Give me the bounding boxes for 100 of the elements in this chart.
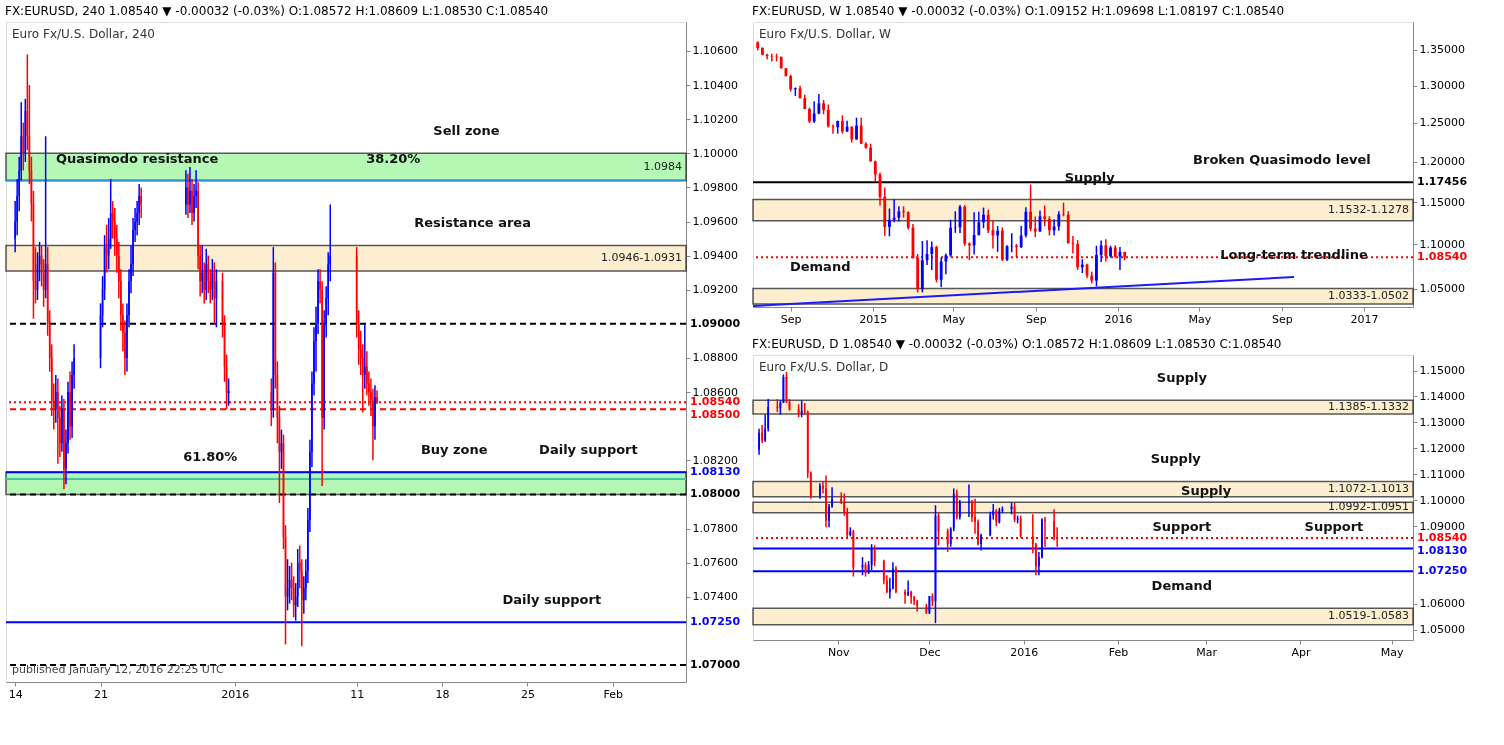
annotation: Support	[1304, 518, 1364, 534]
y-tick-label: 1.10400	[692, 78, 738, 92]
y-tick-label: 1.07400	[692, 590, 738, 604]
annotation: 38.20%	[366, 150, 421, 166]
y-tick-label: 1.12000	[1419, 441, 1465, 455]
candlestick	[227, 377, 231, 407]
y-tick-label: 1.09600	[692, 215, 738, 229]
ref-line-label: 1.07250	[1417, 564, 1468, 578]
y-tick-label: 1.07800	[692, 522, 738, 536]
candlestick	[968, 483, 970, 518]
y-tick-label: 1.10000	[1419, 493, 1465, 507]
candlestick	[888, 207, 891, 238]
candlestick	[982, 206, 985, 229]
ref-line-label: 1.08500	[690, 408, 741, 422]
annotation: Supply	[1156, 370, 1208, 386]
annotation: Broken Quasimodo level	[1193, 152, 1371, 168]
y-tick-label: 1.05000	[1419, 623, 1465, 637]
candlestick	[958, 499, 961, 521]
y-tick-label: 1.10200	[692, 112, 738, 126]
candlestick	[1062, 201, 1065, 218]
candlestick	[998, 507, 1001, 525]
ref-line-label: 1.07000	[690, 657, 741, 671]
x-tick-label: May	[1380, 645, 1405, 659]
y-tick-label: 1.07600	[692, 556, 738, 570]
candlestick	[1043, 204, 1047, 227]
annotation: Support	[1152, 518, 1212, 534]
annotation: Demand	[1151, 578, 1213, 594]
candlestick	[869, 142, 873, 163]
candlestick	[972, 211, 976, 256]
candlestick	[808, 106, 811, 124]
y-tick-label: 1.09800	[692, 180, 738, 194]
y-tick-label: 1.30000	[1419, 79, 1465, 93]
y-tick-label: 1.08800	[692, 351, 738, 365]
candlestick	[996, 225, 1000, 253]
annotation: Daily support	[539, 442, 638, 458]
y-tick-label: 1.08200	[692, 453, 738, 467]
x-tick-label: Sep	[1026, 312, 1047, 326]
candlestick	[895, 565, 897, 595]
candlestick	[831, 123, 835, 135]
annotation: Buy zone	[420, 442, 488, 458]
candlestick	[1099, 239, 1103, 263]
chart-title: FX:EURUSD, 240 1.08540 ▼ -0.00032 (-0.03%) O:1.08572 H:1.08609 L:1.08530 C:1.08540	[5, 4, 549, 18]
y-tick-label: 1.35000	[1419, 43, 1465, 57]
annotation: Supply	[1181, 482, 1232, 498]
x-tick-label: Mar	[1196, 645, 1218, 659]
y-tick-label: 1.14000	[1419, 389, 1465, 403]
candlestick	[902, 205, 905, 219]
candlestick	[1019, 225, 1023, 249]
annotation: Sell zone	[433, 123, 500, 139]
ref-line-label: 1.08000	[690, 487, 741, 501]
y-tick-label: 1.06000	[1419, 597, 1465, 611]
candlestick	[930, 240, 934, 271]
band-label: 1.1385-1.1332	[1328, 400, 1409, 414]
candlestick	[1033, 215, 1037, 238]
y-tick-label: 1.10000	[1419, 237, 1465, 251]
band-label: 1.1072-1.1013	[1328, 482, 1409, 496]
x-tick-label: Feb	[1108, 645, 1129, 659]
x-tick-label: Feb	[603, 687, 624, 701]
ref-line-label: 1.08540	[690, 395, 741, 409]
chart-title: FX:EURUSD, W 1.08540 ▼ -0.00032 (-0.03%) O:1.09152 H:1.09698 L:1.08197 C:1.08540	[752, 4, 1285, 18]
y-tick-label: 1.11000	[1419, 467, 1465, 481]
candlestick	[1071, 235, 1075, 255]
x-tick-label: Nov	[827, 645, 850, 659]
candlestick	[797, 403, 800, 418]
y-tick-label: 1.10600	[692, 44, 738, 58]
candlestick	[758, 428, 760, 456]
annotation: Supply	[1150, 451, 1202, 467]
candlestick	[761, 424, 764, 444]
ref-line-label: 1.17456	[1417, 175, 1468, 189]
ref-line-label: 1.08540	[1417, 250, 1468, 264]
candlestick	[892, 198, 896, 224]
annotation: 61.80%	[183, 449, 238, 465]
chart-subtitle: Euro Fx/U.S. Dollar, D	[759, 360, 889, 374]
y-tick-label: 1.05000	[1419, 282, 1465, 296]
x-tick-label: 2017	[1350, 312, 1379, 326]
annotation: Long-term trendline	[1220, 247, 1369, 263]
y-tick-label: 1.09200	[692, 283, 738, 297]
y-tick-label: 1.25000	[1419, 116, 1465, 130]
candlestick	[1047, 215, 1051, 237]
candlestick	[1029, 183, 1032, 232]
candlestick	[928, 595, 931, 615]
candlestick	[822, 99, 825, 115]
candlestick	[840, 114, 844, 135]
x-tick-label: 25	[520, 687, 535, 701]
y-tick-label: 1.15000	[1419, 364, 1465, 378]
candlestick	[1076, 239, 1080, 271]
x-tick-label: 2016	[221, 687, 250, 701]
candlestick	[944, 252, 948, 276]
y-tick-label: 1.10000	[692, 146, 738, 160]
candlestick	[955, 488, 958, 521]
candlestick	[825, 474, 827, 529]
chart-subtitle: Euro Fx/U.S. Dollar, 240	[12, 27, 155, 41]
x-tick-label: 18	[435, 687, 450, 701]
candlestick	[904, 588, 906, 605]
candlestick	[995, 508, 998, 527]
ref-line-label: 1.08130	[690, 465, 741, 479]
candlestick	[949, 218, 953, 258]
candlestick	[855, 116, 858, 141]
x-tick-label: May	[1188, 312, 1212, 326]
candlestick	[761, 46, 764, 57]
